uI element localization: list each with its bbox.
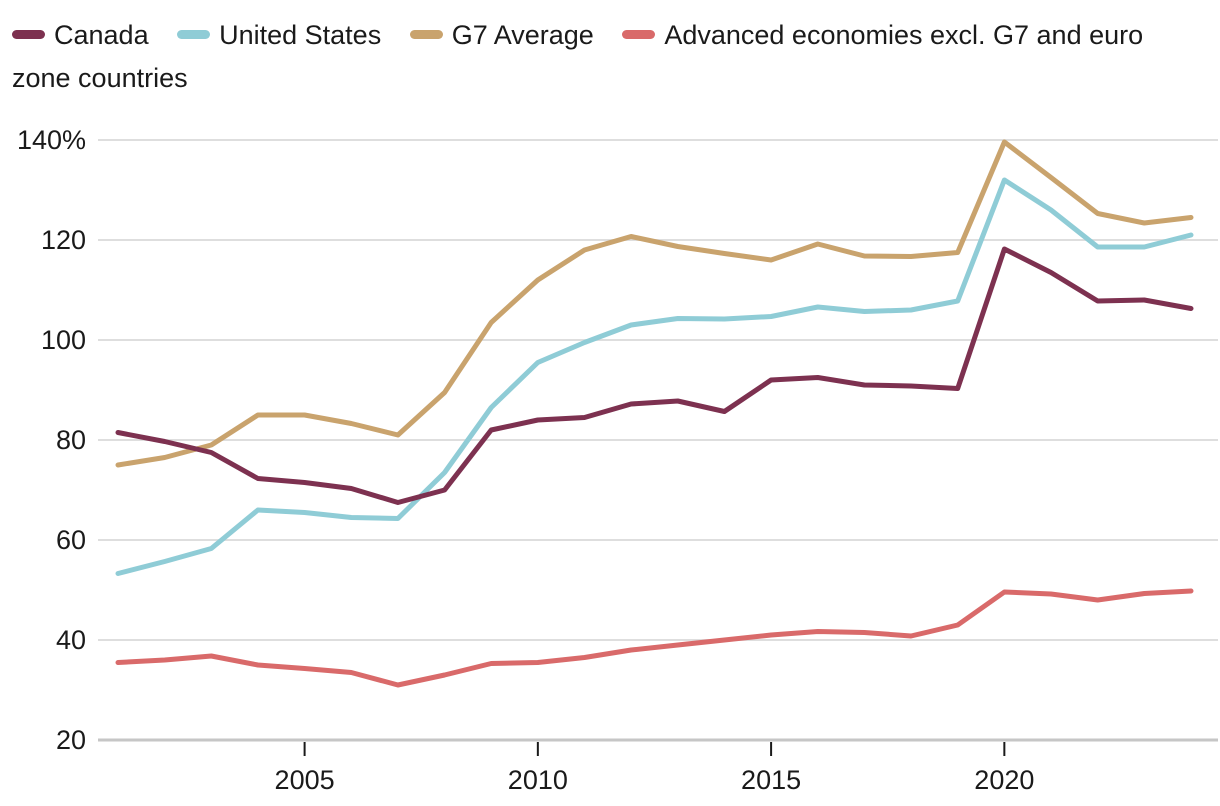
series-line-advanced-economies-excl-g7-and-euro-zone-countries <box>115 588 1194 688</box>
legend-swatch-canada-icon <box>12 30 45 40</box>
legend-swatch-united-states-icon <box>177 30 211 40</box>
series-line-united-states <box>115 177 1194 576</box>
legend-label-g7-average: G7 Average <box>451 20 594 50</box>
y-axis-tick-label: 20 <box>56 725 86 755</box>
legend: Canada United States G7 Average Advanced… <box>12 14 1182 100</box>
y-axis-tick-label: 60 <box>56 525 86 555</box>
x-axis-tick-label: 2005 <box>275 765 335 795</box>
legend-item-canada: Canada <box>12 20 149 50</box>
legend-item-united-states: United States <box>177 20 381 50</box>
legend-label-advanced-economies: Advanced economies excl. G7 and euro zon… <box>12 20 1144 93</box>
legend-label-united-states: United States <box>219 20 382 50</box>
x-axis-tick-label: 2010 <box>508 765 568 795</box>
series-line-g7-average <box>115 139 1194 468</box>
legend-swatch-g7-average-icon <box>409 30 443 40</box>
legend-label-canada: Canada <box>54 20 149 50</box>
legend-item-g7-average: G7 Average <box>409 20 594 50</box>
y-axis-tick-label: 40 <box>56 625 86 655</box>
y-axis-tick-label: 80 <box>56 425 86 455</box>
y-axis-tick-label: 120 <box>41 225 86 255</box>
x-axis-tick-label: 2015 <box>741 765 801 795</box>
y-axis-tick-label: 140% <box>17 125 86 155</box>
x-axis-tick-label: 2020 <box>974 765 1034 795</box>
y-axis-tick-label: 100 <box>41 325 86 355</box>
legend-swatch-advanced-economies-icon <box>622 30 656 40</box>
series-line-canada <box>115 246 1194 505</box>
legend-item-advanced-economies: Advanced economies excl. G7 and euro zon… <box>12 20 1143 93</box>
